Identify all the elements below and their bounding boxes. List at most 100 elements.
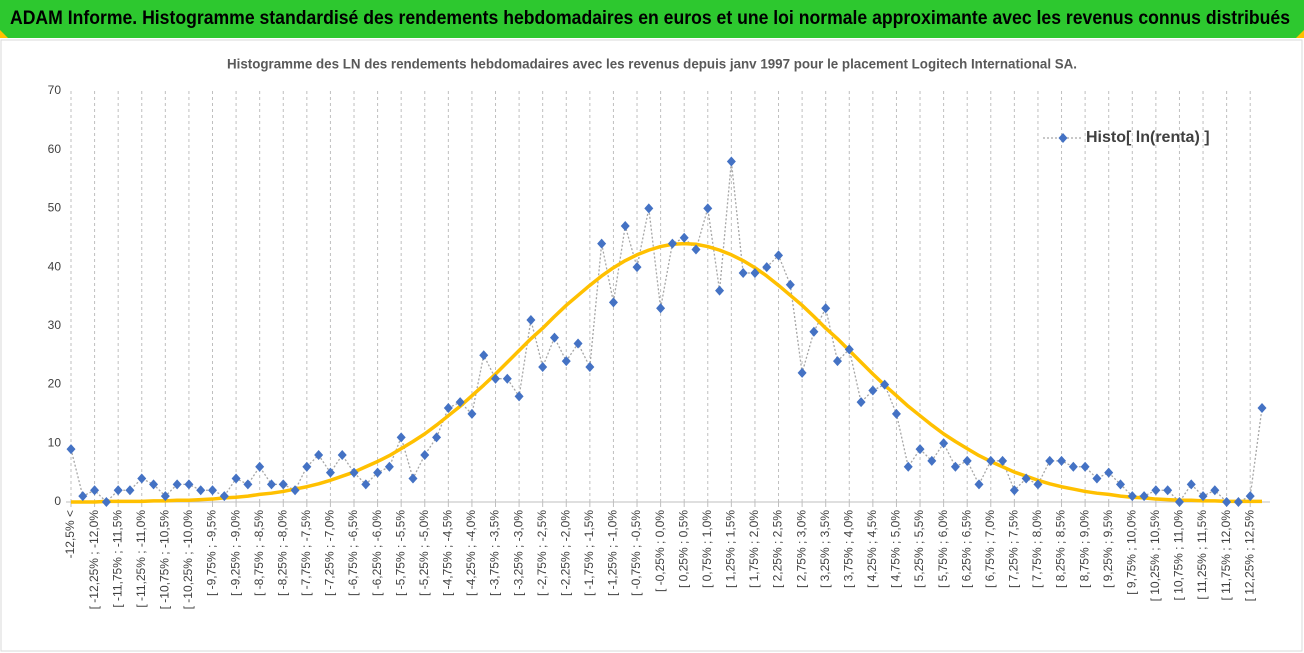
data-point	[1104, 467, 1114, 478]
data-point	[597, 238, 607, 249]
data-point	[491, 373, 501, 384]
y-tick-label: 50	[48, 201, 62, 215]
x-tick-label: [ 7,75% ; 8,0%	[1030, 510, 1044, 588]
data-point	[1009, 485, 1019, 496]
x-tick-label: [ -11,75% ; -11,5%	[110, 510, 124, 608]
data-point	[809, 326, 819, 337]
data-point	[443, 403, 453, 414]
data-point	[715, 285, 725, 296]
data-point	[1151, 485, 1161, 496]
data-point	[726, 156, 736, 167]
data-point	[78, 491, 88, 502]
data-point	[585, 361, 595, 372]
data-point	[832, 356, 842, 367]
x-tick-label: [ -2,75% ; -2,5%	[535, 510, 549, 596]
x-tick-label: [ 4,25% ; 4,5%	[865, 510, 879, 588]
data-point	[208, 485, 218, 496]
data-point	[1115, 479, 1125, 490]
data-point	[986, 455, 996, 466]
x-tick-label: [ -4,75% ; -4,5%	[441, 510, 455, 596]
data-point	[549, 332, 559, 343]
data-point	[373, 467, 383, 478]
data-point	[255, 461, 265, 472]
data-point	[1233, 497, 1243, 507]
data-point	[278, 479, 288, 490]
data-point	[160, 491, 170, 502]
data-point	[361, 479, 371, 490]
x-tick-label: [ -8,75% ; -8,5%	[252, 510, 266, 596]
x-tick-label: [ -5,25% ; -5,0%	[417, 510, 431, 596]
corner	[0, 30, 8, 38]
data-point	[620, 221, 630, 232]
data-point	[667, 238, 677, 249]
data-point	[950, 461, 960, 472]
data-point	[1068, 461, 1078, 472]
data-point	[538, 361, 548, 372]
series-line	[70, 160, 1263, 503]
x-tick-label: [ 12,25% ; 12,5%	[1242, 510, 1256, 602]
x-tick-label: [ 3,75% ; 4,0%	[841, 510, 855, 588]
data-point	[998, 455, 1008, 466]
x-tick-label: [ -3,75% ; -3,5%	[488, 510, 502, 596]
data-point	[856, 397, 866, 408]
x-tick-label: [ 10,25% ; 10,5%	[1148, 510, 1162, 602]
x-tick-label: [ 5,25% ; 5,5%	[912, 510, 926, 588]
x-tick-label: [ 11,25% ; 11,5%	[1195, 510, 1209, 600]
data-point	[903, 461, 913, 472]
y-tick-label: 30	[48, 318, 62, 332]
y-tick-label: 0	[54, 494, 61, 508]
x-tick-label: [ 6,75% ; 7,0%	[983, 510, 997, 588]
x-tick-label: [ 9,75% ; 10,0%	[1124, 510, 1138, 595]
data-point	[1222, 497, 1232, 507]
x-tick-label: [ 2,75% ; 3,0%	[794, 510, 808, 588]
data-point	[325, 467, 335, 478]
data-point	[703, 203, 713, 214]
data-point	[573, 338, 583, 349]
data-point	[384, 461, 394, 472]
data-point	[219, 491, 229, 502]
data-point	[1210, 485, 1220, 496]
data-point	[1186, 479, 1196, 490]
corner	[1296, 30, 1304, 38]
legend-label: Histo[ ln(renta) ]	[1086, 129, 1210, 146]
x-tick-label: [ -10,25% ; -10,0%	[181, 510, 195, 610]
x-tick-label: [ -1,25% ; -1,0%	[606, 510, 620, 596]
data-point	[514, 391, 524, 402]
x-tick-label: [ 5,75% ; 6,0%	[936, 510, 950, 588]
y-tick-label: 40	[48, 259, 62, 273]
data-point	[915, 444, 925, 455]
y-tick-label: 20	[48, 377, 62, 391]
x-tick-label: [ -7,75% ; -7,5%	[299, 510, 313, 596]
data-point	[774, 250, 784, 261]
data-point	[561, 356, 571, 367]
data-point	[1163, 485, 1173, 496]
x-tick-label: [ -4,25% ; -4,0%	[464, 510, 478, 596]
data-point	[526, 314, 536, 325]
x-tick-label: [ -6,75% ; -6,5%	[346, 510, 360, 596]
y-tick-label: 70	[48, 83, 62, 97]
x-tick-label: [ 6,25% ; 6,5%	[959, 510, 973, 588]
series-line	[71, 241, 1262, 504]
data-point	[1033, 479, 1043, 490]
data-point	[349, 467, 359, 478]
data-point	[785, 279, 795, 290]
data-point	[66, 444, 76, 455]
data-point	[608, 297, 618, 308]
data-point	[927, 455, 937, 466]
data-point	[1092, 473, 1102, 484]
x-tick-label: [ -12,25% ; -12,0%	[87, 510, 101, 610]
x-tick-label: [ 8,75% ; 9,0%	[1077, 510, 1091, 588]
data-point	[644, 203, 654, 214]
data-point	[1257, 403, 1267, 414]
data-point	[632, 262, 642, 273]
x-tick-label: -12,5% <	[63, 510, 77, 558]
x-tick-label: [ -9,25% ; -9,0%	[228, 510, 242, 596]
x-tick-label: [ -6,25% ; -6,0%	[370, 510, 384, 596]
page-title: ADAM Informe. Histogramme standardisé de…	[10, 8, 1290, 29]
data-point	[467, 408, 477, 419]
y-tick-label: 60	[48, 142, 62, 156]
x-tick-label: [ -11,25% ; -11,0%	[134, 510, 148, 608]
data-point	[1057, 455, 1067, 466]
data-point	[243, 479, 253, 490]
